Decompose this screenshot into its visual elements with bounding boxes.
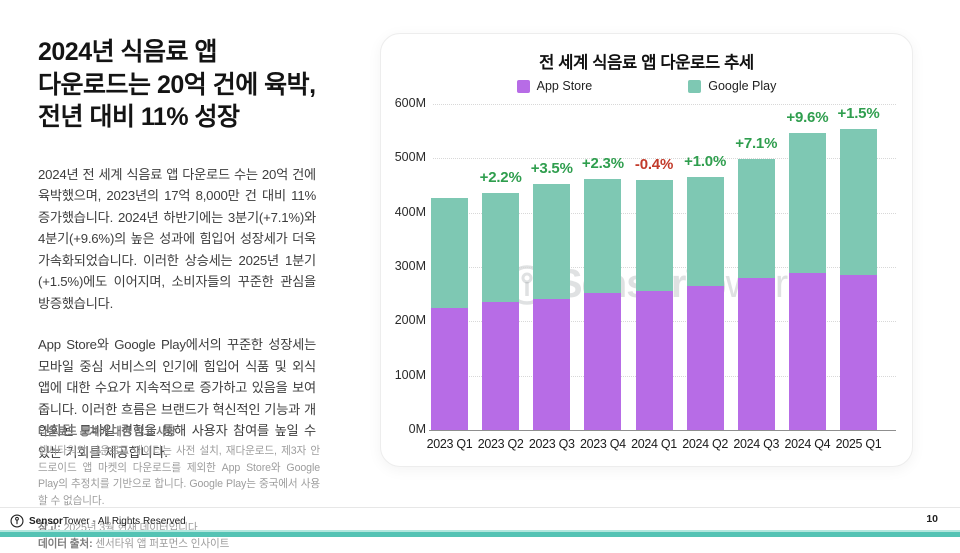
footnote-body: 센서타워의 다운로드 데이터는 사전 설치, 재다운로드, 제3자 안드로이드 … [38,445,320,508]
y-tick-200M: 200M [394,313,426,328]
bar-segment-google-play [788,133,826,273]
y-tick-500M: 500M [394,150,426,165]
footnote-source-label: 데이터 출처: [38,538,93,551]
bar-segment-google-play [482,192,520,303]
bar-segment-app-store [584,293,622,430]
x-tick-2023-q3: 2023 Q3 [528,437,575,451]
footnote-heading: 다운로드 통계에 대한 참고 사항 [38,426,176,438]
bar-2024-q3 [737,159,775,430]
x-tick-2025-q1: 2025 Q1 [835,437,882,451]
bar-segment-google-play [686,177,724,287]
x-tick-2024-q1: 2024 Q1 [631,437,677,451]
x-tick-2024-q3: 2024 Q3 [733,437,780,451]
gridline-600M [433,104,896,105]
y-tick-0M: 0M [408,422,426,436]
x-tick-2024-q2: 2024 Q2 [682,437,729,451]
google-play-swatch-icon [688,79,702,93]
y-tick-400M: 400M [394,204,426,219]
bar-2025-q1 [840,129,877,430]
page-title: 2024년 식음료 앱 다운로드는 20억 건에 육박, 전년 대비 11% 성… [38,38,316,131]
bar-segment-app-store [482,302,520,430]
body-paragraph-1: 2024년 전 세계 식음료 앱 다운로드 수는 20억 건에 육박했으며, 2… [38,166,316,311]
y-tick-600M: 600M [394,96,426,110]
legend-label-app-store: App Store [536,79,593,93]
x-tick-2023-q1: 2023 Q1 [426,437,473,451]
x-tick-2023-q4: 2023 Q4 [579,437,626,451]
footer-divider [0,507,960,508]
body-paragraph-2: App Store와 Google Play에서의 꾸준한 성장세는 모바일 중… [38,337,316,460]
bar-segment-app-store [686,286,724,430]
bottom-accent-strip [0,530,960,537]
bar-2023-q4 [584,179,622,430]
bar-segment-google-play [840,129,877,275]
app-store-swatch-icon [516,79,530,93]
y-tick-100M: 100M [394,367,426,382]
bar-segment-app-store [840,274,877,430]
bar-chart-plot: 0M 100M 200M 300M 400M 500M 600M +2.2% +3.5% +2.3… [381,34,914,468]
chart-card: 전 세계 식음료 앱 다운로드 추세 App Store Google Play… [380,33,913,467]
footnote-source: 데이터 출처: 센서타워 앱 퍼포먼스 인사이트 [38,536,320,552]
growth-label-2025-q1: +1.5% [837,104,880,122]
chart-legend: App Store Google Play [381,79,912,93]
growth-label-2024-q3: +7.1% [735,135,778,153]
bar-segment-app-store [635,290,673,430]
bar-2024-q2 [686,177,724,430]
bar-segment-app-store [737,278,775,430]
growth-label-2023-q2: +2.2% [479,168,522,186]
legend-label-google-play: Google Play [708,79,777,93]
growth-label-2024-q4: +9.6% [786,109,829,127]
bar-segment-google-play [635,180,673,291]
bar-segment-google-play [431,198,468,308]
footer: SensorTower - All Rights Reserved [10,512,186,530]
x-axis-line [429,430,896,431]
footer-copyright: SensorTower - All Rights Reserved [29,515,186,527]
bar-segment-app-store [533,298,571,430]
legend-item-app-store: App Store [516,79,593,93]
bar-segment-google-play [737,159,775,279]
bar-2024-q1 [635,180,673,430]
x-tick-2023-q2: 2023 Q2 [477,437,524,451]
bar-segment-google-play [584,179,622,294]
bar-segment-app-store [788,272,826,430]
bar-segment-app-store [431,307,468,430]
growth-label-2024-q2: +1.0% [684,153,727,171]
x-axis-labels: 2023 Q1 2023 Q2 2023 Q3 2023 Q4 2024 Q1 2024 … [427,437,882,451]
growth-label-2024-q1: -0.4% [634,156,674,174]
bar-2023-q1 [431,198,468,430]
bar-2023-q3 [533,184,571,430]
bars-container [431,104,877,430]
chart-title: 전 세계 식음료 앱 다운로드 추세 [539,54,754,72]
y-tick-300M: 300M [394,259,426,273]
bar-2024-q4 [788,133,826,430]
growth-label-2023-q4: +2.3% [581,154,624,172]
sensortower-logo-icon [10,514,24,528]
gridline-500M [433,158,896,160]
left-column: 2024년 식음료 앱 다운로드는 20억 건에 육박, 전년 대비 11% 성… [38,36,316,463]
footnote-source-text: 센서타워 앱 퍼포먼스 인사이트 [92,538,230,551]
page-number: 10 [926,513,938,525]
legend-item-google-play: Google Play [688,79,776,93]
growth-label-2023-q3: +3.5% [530,160,573,178]
bar-segment-google-play [533,184,571,299]
bar-2023-q2 [482,192,520,430]
x-tick-2024-q4: 2024 Q4 [784,437,831,451]
